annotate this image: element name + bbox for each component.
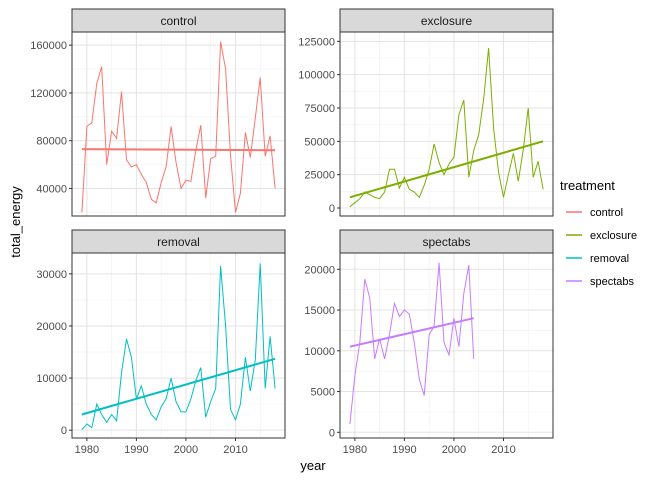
- legend-item-control: control: [566, 207, 623, 219]
- legend-label: spectabs: [590, 276, 635, 288]
- x-tick-label: 1980: [75, 444, 99, 456]
- panel-border: [339, 31, 554, 217]
- y-tick-label: 50000: [304, 136, 335, 148]
- legend-item-removal: removal: [566, 253, 629, 265]
- x-tick-label: 1990: [124, 444, 148, 456]
- y-tick-label: 20000: [36, 321, 67, 333]
- trend-line-exclosure: [349, 140, 544, 199]
- y-axis-title: total_energy: [8, 186, 23, 258]
- series-line-control: [81, 41, 276, 213]
- facet-strip-label: removal: [157, 235, 200, 249]
- trend-line-control: [81, 148, 276, 152]
- legend-item-exclosure: exclosure: [566, 230, 637, 242]
- plot-background: [72, 32, 285, 216]
- y-tick-label: 40000: [36, 184, 67, 196]
- legend-label: removal: [590, 253, 629, 265]
- y-tick-label: 10000: [36, 373, 67, 385]
- facet-strip-label: control: [160, 14, 196, 28]
- x-axis-title: year: [300, 458, 326, 473]
- y-tick-label: 5000: [311, 387, 335, 399]
- panel-border: [339, 252, 554, 439]
- panel-border: [71, 31, 286, 217]
- y-tick-label: 25000: [304, 170, 335, 182]
- y-tick-label: 20000: [304, 264, 335, 276]
- x-tick-label: 2000: [442, 444, 466, 456]
- plot-background: [72, 253, 285, 438]
- panel-spectabs: spectabs 0 5000 10000 15000 20000 1980 1990 2000…: [304, 229, 554, 456]
- panel-border: [71, 252, 286, 439]
- trend-line-removal: [81, 357, 276, 416]
- panel-removal: removal 0 10000 20000 30000 1980 1990 2000 2010: [36, 229, 286, 456]
- series-line-spectabs: [349, 262, 475, 425]
- facet-panels: control 40000 80000 120000 160000 exclosure 0 2…: [30, 8, 554, 456]
- y-tick-label: 30000: [36, 269, 67, 281]
- legend-label: control: [590, 207, 623, 219]
- y-tick-label: 125000: [298, 36, 335, 48]
- legend-label: exclosure: [590, 230, 637, 242]
- panel-control: control 40000 80000 120000 160000: [30, 8, 286, 217]
- x-tick-label: 2010: [223, 444, 247, 456]
- y-tick-label: 15000: [304, 305, 335, 317]
- x-tick-label: 1990: [392, 444, 416, 456]
- y-tick-label: 0: [61, 425, 67, 437]
- panel-exclosure: exclosure 0 25000 50000 75000 100000 125000: [298, 8, 554, 217]
- plot-background: [340, 32, 553, 216]
- y-tick-label: 0: [329, 427, 335, 439]
- facet-strip-label: exclosure: [421, 14, 473, 28]
- y-tick-label: 160000: [30, 40, 67, 52]
- y-tick-label: 80000: [36, 136, 67, 148]
- x-tick-label: 2000: [174, 444, 198, 456]
- x-tick-label: 2010: [491, 444, 515, 456]
- y-tick-label: 0: [329, 203, 335, 215]
- series-line-removal: [81, 263, 276, 431]
- plot-background: [340, 253, 553, 438]
- y-tick-label: 10000: [304, 346, 335, 358]
- legend-item-spectabs: spectabs: [566, 276, 635, 288]
- trend-line-spectabs: [349, 317, 474, 348]
- legend-title: treatment: [560, 178, 615, 193]
- legend: treatment control exclosure removal spectab…: [560, 178, 637, 288]
- facet-strip-label: spectabs: [422, 235, 470, 249]
- y-tick-label: 100000: [298, 70, 335, 82]
- y-tick-label: 120000: [30, 88, 67, 100]
- x-tick-label: 1980: [343, 444, 367, 456]
- y-tick-label: 75000: [304, 103, 335, 115]
